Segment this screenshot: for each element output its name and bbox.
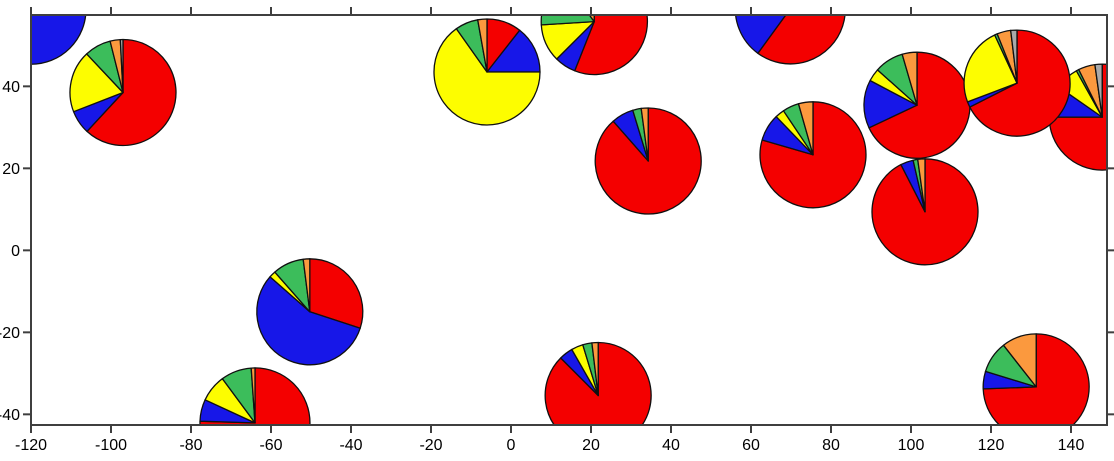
- pie-slice-orange: [302, 258, 311, 313]
- pie-marker: [433, 18, 541, 126]
- pie-slice-orange: [477, 18, 488, 73]
- pie-slice-yellow: [963, 34, 1018, 103]
- pie-marker: [871, 158, 979, 266]
- pie-slice-yellow: [777, 0, 791, 9]
- pie-marker: [863, 51, 971, 159]
- pie-marker: [31, 15, 87, 65]
- x-tick-label: 20: [582, 437, 600, 454]
- x-tick-label: 100: [898, 437, 925, 454]
- y-tick-label: -40: [0, 407, 20, 424]
- pie-slice-red: [868, 51, 971, 159]
- pie-marker: [69, 38, 177, 147]
- pie-slice-red: [544, 341, 652, 425]
- pie-slice-orange: [250, 367, 256, 424]
- x-tick-label: -40: [339, 437, 362, 454]
- pie-marker: [594, 107, 702, 215]
- y-tick-label: 20: [2, 161, 20, 178]
- pie-slice-red: [574, 15, 649, 76]
- pie-marker: [963, 29, 1071, 137]
- pie-marker: [544, 341, 652, 425]
- pie-slice-blue: [256, 276, 361, 366]
- pie-marker: [982, 333, 1090, 425]
- pie-slice-red: [982, 333, 1090, 425]
- pie-slice-orange: [640, 107, 649, 162]
- y-tick-label: 40: [2, 79, 20, 96]
- pie-slice-red: [969, 29, 1071, 137]
- pie-slice-red: [86, 38, 177, 147]
- plot-border: [30, 14, 1108, 426]
- pie-marker: [256, 258, 364, 366]
- pie-marker: [540, 15, 649, 76]
- x-tick-label: 0: [507, 437, 516, 454]
- pie-marker: [199, 367, 311, 425]
- x-tick-label: 80: [822, 437, 840, 454]
- y-tick-label: -20: [0, 325, 20, 342]
- pie-slice-blue: [31, 15, 87, 65]
- pie-slice-orange: [901, 51, 918, 106]
- pie-slice-orange: [917, 158, 926, 213]
- pie-slice-blue: [863, 79, 918, 129]
- x-tick-label: 60: [742, 437, 760, 454]
- pie-slice-yellow: [433, 28, 541, 126]
- pie-slice-red: [199, 367, 311, 425]
- y-tick-label: 0: [11, 243, 20, 260]
- x-tick-label: 40: [662, 437, 680, 454]
- pie-marker: [759, 101, 867, 209]
- pie-slice-blue: [735, 15, 787, 54]
- x-tick-label: -120: [15, 437, 47, 454]
- pie-marker: [735, 0, 846, 65]
- pie-slice-orange: [1002, 333, 1037, 388]
- pie-slice-red: [757, 15, 846, 65]
- pie-slice-orange: [588, 15, 595, 23]
- x-tick-label: -60: [259, 437, 282, 454]
- pie-slice-gray: [119, 38, 124, 94]
- pie-slice-gray: [1094, 63, 1103, 118]
- x-tick-label: -100: [95, 437, 127, 454]
- pie-slice-gray: [1010, 29, 1018, 84]
- pie-slice-red: [309, 258, 364, 329]
- pie-slice-yellow: [69, 53, 124, 113]
- pie-slice-orange: [797, 101, 814, 156]
- pie-slice-orange: [591, 341, 599, 397]
- x-tick-label: 140: [1058, 437, 1085, 454]
- x-tick-label: 120: [978, 437, 1005, 454]
- x-tick-label: -80: [179, 437, 202, 454]
- pie-slice-green: [540, 15, 595, 26]
- x-tick-label: -20: [419, 437, 442, 454]
